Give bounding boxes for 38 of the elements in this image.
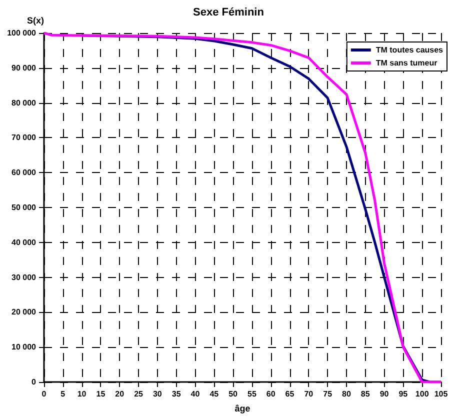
x-tick-label: 40 [190,390,200,398]
legend-label: TM sans tumeur [376,58,438,68]
x-tick-label: 0 [42,390,47,398]
y-tick-label: 70 000 [12,133,37,142]
x-tick-label: 45 [210,390,220,398]
x-tick-label: 85 [360,390,370,398]
y-tick-label: 0 [32,378,37,386]
y-tick-label: 20 000 [12,308,37,317]
y-tick-label: 10 000 [12,342,37,352]
x-tick-label: 20 [115,390,125,398]
x-tick-label: 105 [434,390,448,398]
x-tick-label: 90 [380,390,390,398]
x-tick-label: 50 [228,390,238,398]
x-tick-label: 25 [134,390,144,398]
y-tick-label: 40 000 [12,238,37,247]
x-tick-label: 5 [60,390,66,398]
x-tick-label: 35 [172,390,182,398]
y-tick-label: 50 000 [12,203,37,212]
x-tick-label: 75 [323,390,333,398]
y-tick-label: 60 000 [12,168,37,178]
y-tick-label: 90 000 [12,63,37,72]
x-axis-title: âge [234,404,250,414]
x-tick-label: 80 [342,390,352,398]
x-tick-label: 55 [248,390,257,398]
x-tick-label: 10 [77,390,87,398]
y-tick-label: 80 000 [12,98,37,108]
x-tick-label: 95 [398,390,408,398]
x-tick-label: 70 [304,390,314,398]
y-tick-label: 30 000 [12,272,37,282]
y-tick-label: 100 000 [7,28,37,38]
x-tick-label: 60 [266,390,276,398]
x-tick-label: 65 [285,390,295,398]
x-tick-label: 15 [96,390,106,398]
x-tick-label: 100 [415,390,430,398]
x-tick-label: 30 [152,390,162,398]
legend-label: TM toutes causes [376,46,444,54]
chart-title: Sexe Féminin [193,6,264,18]
y-axis-title: S(x) [26,16,44,26]
